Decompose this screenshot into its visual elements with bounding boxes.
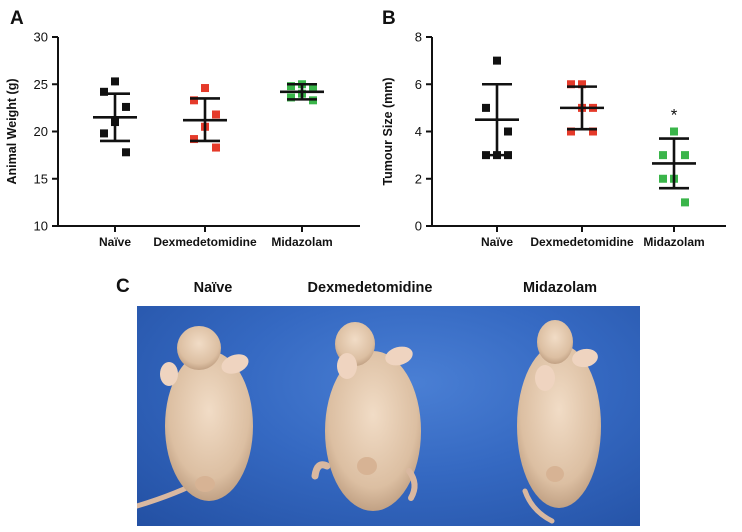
x-tick-label-midazolam: Midazolam (271, 235, 332, 249)
data-point-midazolam (287, 82, 295, 91)
tumour-size-chart: 0 2 4 6 8 Tumour Size (mm) Naïve Dexmedetomidin… (381, 30, 726, 249)
panel-label-c: C (116, 276, 130, 297)
mouse-dexmedetomidine (311, 322, 421, 511)
data-point-midazolam (659, 151, 667, 160)
y-tick-label: 30 (34, 30, 48, 45)
mice-illustration (137, 320, 601, 524)
data-point-dexmedetomidine (201, 84, 209, 93)
panel-label-a: A (10, 8, 24, 29)
data-point-dexmedetomidine (190, 135, 198, 144)
y-tick-label: 8 (415, 30, 422, 45)
x-tick-label-midazolam: Midazolam (643, 235, 704, 249)
y-axis-title: Animal Weight (g) (5, 78, 19, 184)
data-point-naive (482, 103, 490, 112)
data-point-naive (122, 148, 130, 157)
data-point-midazolam (287, 93, 295, 102)
mouse-naive (137, 326, 253, 509)
data-point-dexmedetomidine (190, 96, 198, 105)
data-point-midazolam (659, 174, 667, 183)
data-point-dexmedetomidine (567, 127, 575, 136)
mice-photograph (137, 306, 640, 526)
y-tick-label: 6 (415, 77, 422, 92)
mouse-midazolam (517, 320, 601, 524)
data-point-naive (100, 129, 108, 138)
data-point-naive (493, 56, 501, 65)
y-tick-label: 2 (415, 171, 422, 186)
data-point-dexmedetomidine (212, 143, 220, 152)
data-point-midazolam (670, 127, 678, 136)
x-tick-label-dexmedetomidine: Dexmedetomidine (530, 235, 634, 249)
data-point-naive (122, 102, 130, 111)
data-point-dexmedetomidine (212, 110, 220, 119)
data-point-dexmedetomidine (589, 127, 597, 136)
data-point-dexmedetomidine (567, 80, 575, 89)
y-tick-label: 10 (34, 219, 48, 234)
data-point-naive (100, 87, 108, 96)
animal-weight-chart: 10 15 20 25 30 Animal Weight (g) Naïve Dexmedet… (5, 30, 360, 249)
x-tick-label-naive: Naïve (481, 235, 513, 249)
data-point-dexmedetomidine (578, 80, 586, 89)
data-point-midazolam (309, 84, 317, 93)
data-point-naive (504, 127, 512, 136)
photo-label-dexmedetomidine: Dexmedetomidine (307, 280, 433, 296)
significance-marker: * (671, 106, 678, 125)
x-tick-label-naive: Naïve (99, 235, 131, 249)
y-tick-label: 15 (34, 171, 48, 186)
data-point-midazolam (681, 198, 689, 207)
data-point-naive (111, 77, 119, 86)
y-axis-title: Tumour Size (mm) (381, 77, 395, 185)
data-point-midazolam (681, 151, 689, 160)
photo-label-midazolam: Midazolam (522, 280, 598, 296)
photo-label-naive: Naïve (193, 280, 233, 296)
y-tick-label: 4 (415, 124, 422, 139)
x-tick-label-dexmedetomidine: Dexmedetomidine (153, 235, 257, 249)
panel-label-b: B (382, 8, 396, 29)
y-tick-label: 20 (34, 124, 48, 139)
y-tick-label: 0 (415, 219, 422, 234)
y-tick-label: 25 (34, 77, 48, 92)
